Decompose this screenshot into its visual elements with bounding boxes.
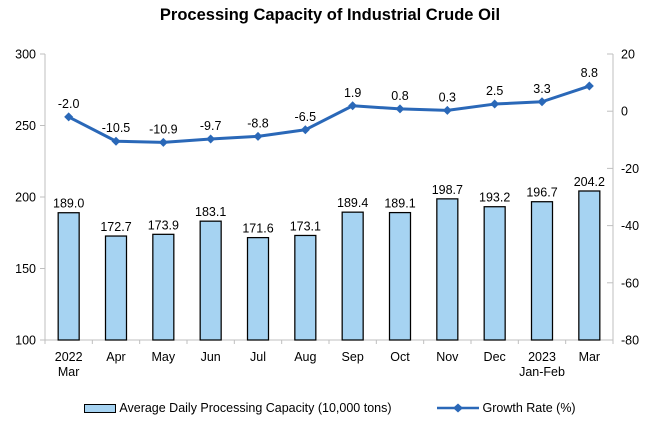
left-axis-tick-label: 100 [15,334,36,348]
growth-marker [111,136,121,146]
category-label: Dec [484,350,506,364]
capacity-bar [199,220,222,341]
category-label: 2023 Jan-Feb [519,350,565,379]
capacity-bar [57,212,80,341]
growth-marker [253,131,263,141]
capacity-bar [483,206,506,341]
bar-value-label: 189.1 [384,197,415,211]
bar-value-label: 189.0 [53,197,84,211]
growth-value-label: -2.0 [58,97,80,111]
chart-legend: Average Daily Processing Capacity (10,00… [0,397,660,419]
growth-value-label: 3.3 [533,82,550,96]
bar-value-label: 172.7 [100,220,131,234]
left-axis-tick-label: 150 [15,262,36,276]
legend-item-capacity: Average Daily Processing Capacity (10,00… [84,401,392,415]
capacity-bar [152,233,175,341]
bar-value-label: 171.6 [242,222,273,236]
right-axis-tick-label: -80 [621,334,639,348]
category-label: Jul [250,350,266,364]
bar-value-label: 204.2 [574,175,605,189]
growth-value-label: 0.8 [391,89,408,103]
growth-marker [206,134,216,144]
left-axis-tick-label: 300 [15,48,36,62]
right-axis-tick-label: 0 [621,105,628,119]
growth-line [67,84,591,144]
bar-series-swatch-icon [84,403,117,413]
growth-marker [300,125,310,135]
capacity-bar [436,198,459,341]
category-label: Nov [436,350,459,364]
category-label: Mar [579,350,601,364]
capacity-bar [294,234,317,341]
growth-value-label: -10.5 [102,121,131,135]
capacity-bar [246,236,270,341]
growth-value-label: 8.8 [581,66,598,80]
growth-value-label: 0.3 [439,90,456,104]
bar-value-label: 196.7 [526,186,557,200]
growth-marker [64,112,74,122]
category-label: Aug [294,350,316,364]
growth-value-label: -6.5 [295,110,317,124]
left-axis-tick-label: 250 [15,119,36,133]
bar-value-label: 189.4 [337,196,368,210]
legend-item-growth: Growth Rate (%) [436,401,576,415]
bar-value-label: 183.1 [195,205,226,219]
capacity-bar [104,235,128,341]
growth-value-label: 1.9 [344,86,361,100]
bar-value-label: 198.7 [432,183,463,197]
growth-marker [537,97,547,107]
bar-value-label: 193.2 [479,191,510,205]
growth-marker [158,137,168,147]
growth-marker [442,105,452,115]
right-axis-tick-label: -40 [621,219,639,233]
legend-label-growth: Growth Rate (%) [482,401,576,415]
growth-value-label: 2.5 [486,84,503,98]
category-label: Sep [342,350,364,364]
legend-label-capacity: Average Daily Processing Capacity (10,00… [119,401,392,415]
right-axis-tick-label: -20 [621,162,639,176]
right-axis-tick-label: 20 [621,48,635,62]
category-label: Apr [106,350,125,364]
line-series-swatch-icon [436,403,479,413]
bar-value-label: 173.9 [148,218,179,232]
capacity-bar [388,211,412,341]
right-axis-tick-label: -60 [621,276,639,290]
growth-marker [584,81,594,91]
category-label: May [152,350,176,364]
category-label: 2022 Mar [55,350,83,379]
category-label: Oct [390,350,410,364]
growth-marker [348,101,358,111]
growth-value-label: -10.9 [149,122,178,136]
growth-value-label: -9.7 [200,119,222,133]
capacity-bar [530,201,554,341]
left-axis-tick-label: 200 [15,191,36,205]
category-label: Jun [201,350,221,364]
growth-marker [490,99,500,109]
capacity-bar [578,190,601,341]
bar-value-label: 173.1 [290,219,321,233]
capacity-bar [341,211,364,341]
growth-marker [395,104,405,114]
chart-title: Processing Capacity of Industrial Crude … [159,6,501,24]
growth-value-label: -8.8 [247,116,269,130]
